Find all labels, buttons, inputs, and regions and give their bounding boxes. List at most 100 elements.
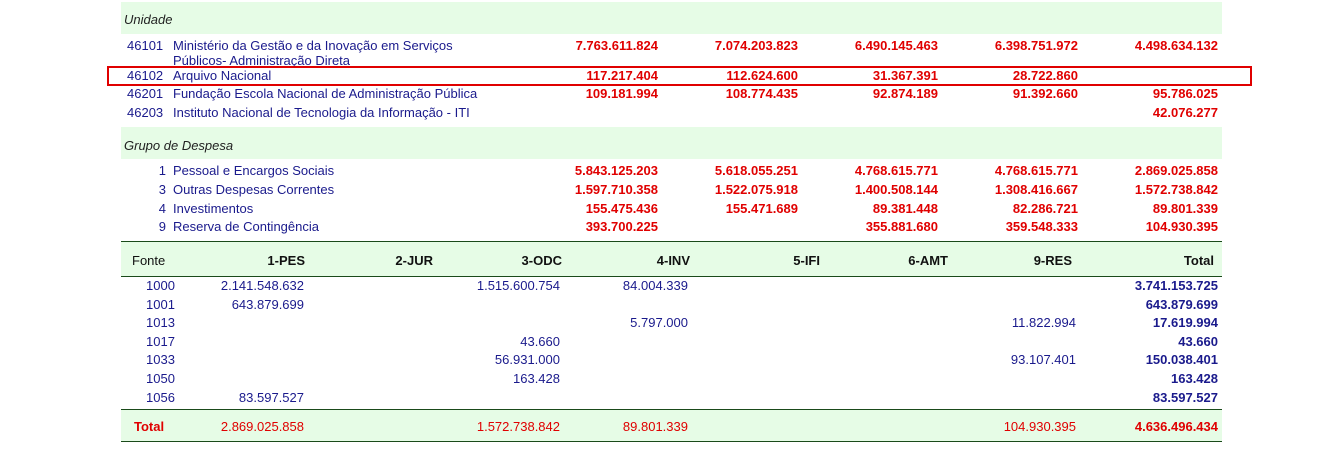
grupo-value: 1.400.508.144	[854, 182, 938, 197]
fonte-total-odc: 1.572.738.842	[476, 419, 560, 434]
unidade-section-title: Unidade	[124, 12, 173, 27]
unidade-value: 7.074.203.823	[714, 38, 798, 53]
grupo-code: 9	[158, 219, 166, 234]
grupo-value: 393.700.225	[585, 219, 658, 234]
unidade-code: 46102	[127, 68, 164, 83]
fonte-value-total: 83.597.527	[1152, 390, 1218, 405]
grupo-value: 2.869.025.858	[1134, 163, 1218, 178]
unidade-value: 6.490.145.463	[854, 38, 938, 53]
unidade-code: 46201	[127, 86, 164, 101]
fonte-value-odc: 163.428	[513, 371, 560, 386]
grupo-value: 4.768.615.771	[994, 163, 1078, 178]
unidade-value: 92.874.189	[872, 86, 938, 101]
grupo-value: 359.548.333	[1005, 219, 1078, 234]
fonte-col-header: 2-JUR	[395, 253, 433, 268]
fonte-value-total: 150.038.401	[1145, 352, 1218, 367]
fonte-bottom-rule	[121, 441, 1222, 442]
fonte-value-inv: 5.797.000	[630, 315, 688, 330]
fonte-total-res: 104.930.395	[1003, 419, 1076, 434]
fonte-code: 1033	[146, 352, 175, 367]
grupo-value: 155.471.689	[725, 201, 798, 216]
unidade-name: Ministério da Gestão e da Inovação em Se…	[173, 38, 453, 53]
fonte-code: 1056	[146, 390, 175, 405]
grupo-value: 155.475.436	[585, 201, 658, 216]
grupo-code: 1	[158, 163, 166, 178]
grupo-value: 5.618.055.251	[714, 163, 798, 178]
fonte-col-header: 3-ODC	[521, 253, 562, 268]
selected-row-highlight	[107, 66, 1252, 86]
fonte-value-total: 163.428	[1171, 371, 1218, 386]
grupo-value: 1.308.416.667	[994, 182, 1078, 197]
fonte-value-total: 17.619.994	[1152, 315, 1218, 330]
fonte-col-header: 6-AMT	[908, 253, 948, 268]
fonte-header-rule	[121, 276, 1222, 277]
unidade-header-band	[121, 2, 1222, 34]
fonte-total-total: 4.636.496.434	[1134, 419, 1218, 434]
unidade-value: 95.786.025	[1152, 86, 1218, 101]
fonte-value-total: 43.660	[1178, 334, 1218, 349]
fonte-code: 1013	[146, 315, 175, 330]
unidade-value: 7.763.611.824	[575, 38, 658, 53]
grupo-name: Reserva de Contingência	[173, 219, 319, 234]
unidade-value: 91.392.660	[1012, 86, 1078, 101]
fonte-value-odc: 43.660	[520, 334, 560, 349]
grupo-section-title: Grupo de Despesa	[124, 138, 234, 153]
unidade-value: 108.774.435	[725, 86, 798, 101]
fonte-value-odc: 1.515.600.754	[476, 278, 560, 293]
unidade-value: 28.722.860	[1012, 68, 1078, 83]
unidade-value: 31.367.391	[872, 68, 938, 83]
fonte-code: 1000	[146, 278, 175, 293]
fonte-header-band	[121, 242, 1222, 276]
grupo-code: 4	[158, 201, 166, 216]
fonte-code: 1050	[146, 371, 175, 386]
fonte-value-total: 643.879.699	[1145, 297, 1218, 312]
fonte-col-header: 9-RES	[1033, 253, 1072, 268]
unidade-value: 6.398.751.972	[994, 38, 1078, 53]
fonte-value-pes: 83.597.527	[238, 390, 304, 405]
fonte-value-pes: 643.879.699	[231, 297, 304, 312]
unidade-value: 42.076.277	[1152, 105, 1218, 120]
fonte-value-inv: 84.004.339	[622, 278, 688, 293]
grupo-code: 3	[158, 182, 166, 197]
unidade-name: Arquivo Nacional	[173, 68, 272, 83]
unidade-code: 46101	[127, 38, 164, 53]
fonte-value-pes: 2.141.548.632	[220, 278, 304, 293]
grupo-value: 89.801.339	[1152, 201, 1218, 216]
grupo-header-band	[121, 127, 1222, 159]
fonte-value-res: 11.822.994	[1011, 315, 1076, 330]
grupo-value: 104.930.395	[1145, 219, 1218, 234]
unidade-value: 117.217.404	[586, 68, 658, 83]
grupo-name: Investimentos	[173, 201, 254, 216]
fonte-col-header: 5-IFI	[793, 253, 820, 268]
fonte-col-header: Total	[1183, 253, 1214, 268]
fonte-col-header: 4-INV	[656, 253, 690, 268]
grupo-value: 355.881.680	[865, 219, 938, 234]
unidade-name: Instituto Nacional de Tecnologia da Info…	[173, 105, 470, 120]
unidade-code: 46203	[127, 105, 164, 120]
grupo-value: 1.597.710.358	[574, 182, 658, 197]
grupo-value: 4.768.615.771	[854, 163, 938, 178]
fonte-col-header: 1-PES	[267, 253, 305, 268]
fonte-total-pes: 2.869.025.858	[220, 419, 304, 434]
unidade-name-cont: Públicos- Administração Direta	[173, 53, 351, 68]
grupo-name: Pessoal e Encargos Sociais	[173, 163, 335, 178]
unidade-name: Fundação Escola Nacional de Administraçã…	[173, 86, 478, 101]
fonte-value-odc: 56.931.000	[494, 352, 560, 367]
fonte-value-res: 93.107.401	[1010, 352, 1076, 367]
grupo-value: 5.843.125.203	[574, 163, 658, 178]
fonte-col-header: Fonte	[132, 253, 166, 268]
fonte-total-band	[121, 410, 1222, 441]
fonte-total-inv: 89.801.339	[622, 419, 688, 434]
grupo-value: 89.381.448	[872, 201, 938, 216]
grupo-value: 1.522.075.918	[714, 182, 798, 197]
grupo-value: 1.572.738.842	[1134, 182, 1218, 197]
fonte-code: 1017	[146, 334, 175, 349]
unidade-value: 112.624.600	[726, 68, 798, 83]
fonte-total-rule	[121, 409, 1222, 410]
fonte-top-rule	[121, 241, 1222, 242]
grupo-name: Outras Despesas Correntes	[173, 182, 335, 197]
unidade-value: 109.181.994	[585, 86, 658, 101]
fonte-total-label: Total	[134, 419, 165, 434]
grupo-value: 82.286.721	[1012, 201, 1078, 216]
unidade-value: 4.498.634.132	[1134, 38, 1218, 53]
